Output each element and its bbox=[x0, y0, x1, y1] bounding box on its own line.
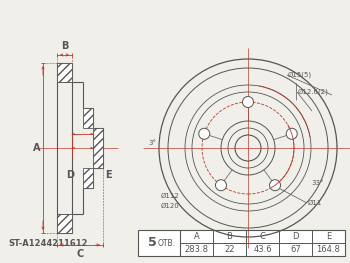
Bar bbox=[57, 63, 72, 82]
Circle shape bbox=[216, 180, 226, 191]
Text: ОТВ.: ОТВ. bbox=[158, 239, 176, 247]
Text: C: C bbox=[76, 249, 84, 259]
Bar bbox=[83, 108, 93, 128]
Text: B: B bbox=[61, 41, 68, 51]
Bar bbox=[138, 230, 345, 256]
Circle shape bbox=[286, 128, 297, 139]
Text: Ø11: Ø11 bbox=[308, 200, 322, 206]
Text: 3°: 3° bbox=[148, 140, 156, 146]
Text: 22: 22 bbox=[224, 245, 235, 254]
Text: ST-A1244211612: ST-A1244211612 bbox=[8, 239, 88, 247]
Text: Ø15(5): Ø15(5) bbox=[288, 72, 312, 78]
Text: 33°: 33° bbox=[311, 180, 323, 186]
Text: A: A bbox=[194, 232, 199, 241]
Text: 164.8: 164.8 bbox=[316, 245, 341, 254]
Bar bbox=[83, 168, 93, 188]
Text: C: C bbox=[260, 232, 265, 241]
Text: E: E bbox=[105, 170, 112, 180]
Text: D: D bbox=[292, 232, 299, 241]
Text: 43.6: 43.6 bbox=[253, 245, 272, 254]
Circle shape bbox=[199, 128, 210, 139]
Text: A: A bbox=[33, 143, 40, 153]
Text: Ø112: Ø112 bbox=[161, 193, 180, 199]
Bar bbox=[93, 128, 103, 168]
Circle shape bbox=[243, 97, 253, 108]
Text: B: B bbox=[226, 232, 232, 241]
Text: 283.8: 283.8 bbox=[184, 245, 209, 254]
Text: Ø12.6(2): Ø12.6(2) bbox=[298, 89, 329, 95]
Circle shape bbox=[270, 180, 281, 191]
Text: D: D bbox=[66, 170, 74, 180]
Bar bbox=[138, 230, 345, 256]
Text: 5: 5 bbox=[148, 236, 157, 250]
Text: E: E bbox=[326, 232, 331, 241]
Text: Ø120: Ø120 bbox=[161, 203, 180, 209]
Text: 67: 67 bbox=[290, 245, 301, 254]
Bar bbox=[57, 214, 72, 233]
